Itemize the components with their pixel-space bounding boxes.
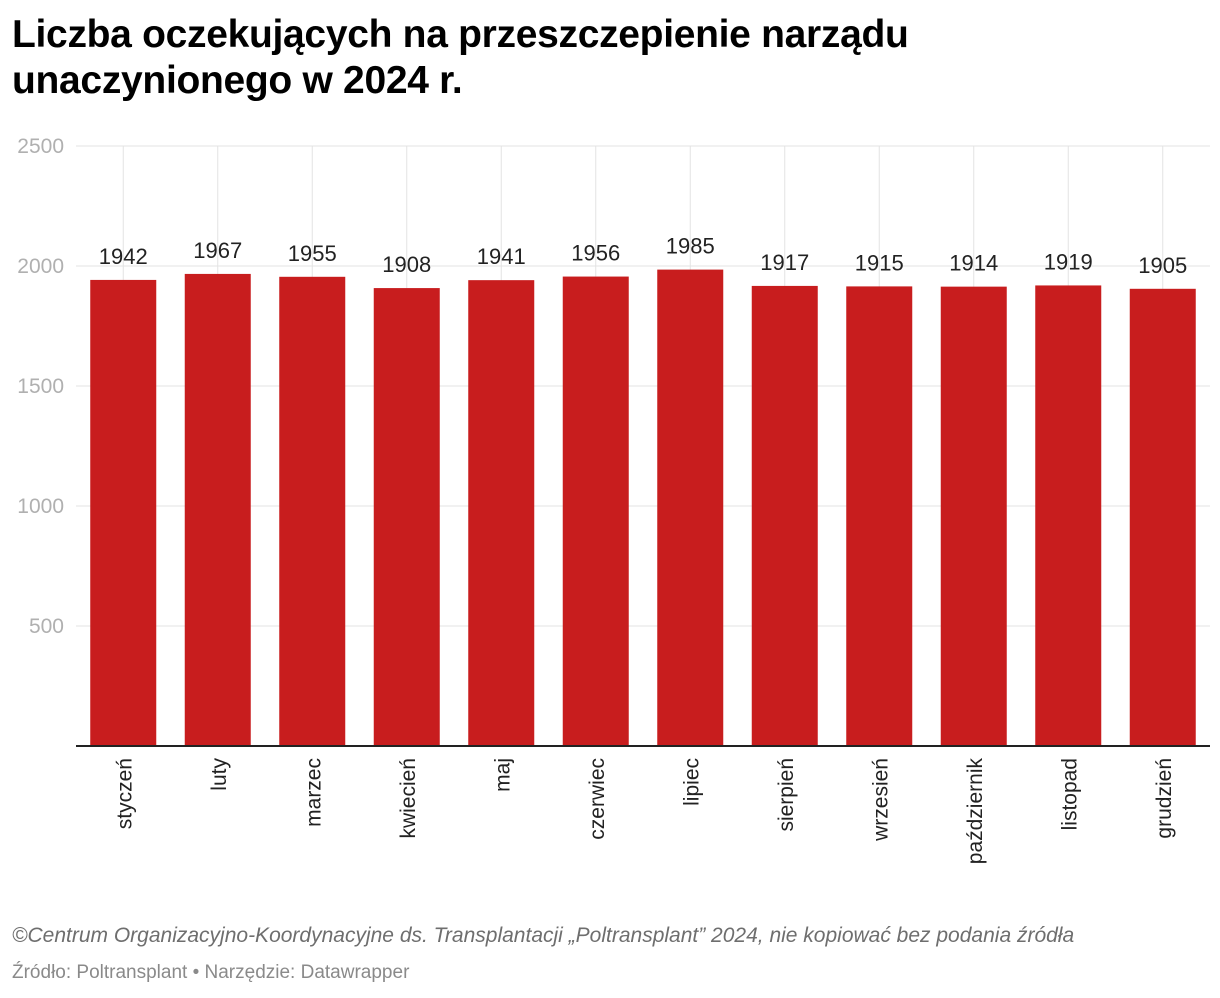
bar [846,286,913,746]
value-label: 1955 [288,241,337,266]
x-tick-label: maj [491,758,514,792]
x-tick-label: styczeń [113,758,136,829]
value-label: 1919 [1044,249,1093,274]
y-tick-label: 500 [29,615,64,638]
x-tick-label: sierpień [775,758,798,832]
y-axis: 500 1000 1500 2000 2500 [17,135,64,638]
x-tick-label: wrzesień [869,758,892,842]
y-tick-label: 1000 [17,495,64,518]
bar [279,276,346,746]
x-tick-label: luty [208,758,231,791]
bar [562,276,629,746]
value-label: 1941 [477,244,526,269]
value-label: 1956 [571,241,620,266]
x-tick-label: lipiec [680,758,703,806]
x-tick-label: kwiecień [397,758,420,839]
y-tick-label: 1500 [17,375,64,398]
bar [751,285,818,746]
copyright-note: ©Centrum Organizacyjno-Koordynacyjne ds.… [12,924,1075,947]
bars [90,269,1196,746]
x-axis: styczeń luty marzec kwiecień maj czerwiec lipi… [76,745,1210,865]
value-label: 1917 [760,250,809,275]
bar [468,280,535,746]
y-tick-label: 2000 [17,255,64,278]
value-label: 1914 [949,251,998,276]
value-label: 1908 [382,252,431,277]
x-tick-label: październik [964,758,987,865]
value-label: 1905 [1138,253,1187,278]
bar [657,269,724,746]
bar [373,288,440,746]
value-label: 1915 [855,250,904,275]
x-tick-label: czerwiec [586,758,609,840]
bar-chart: 500 1000 1500 2000 2500 1942 1967 1955 1908 1941… [17,135,1210,865]
value-label: 1967 [193,238,242,263]
bar [1129,288,1196,746]
bar [90,279,157,746]
bar [940,286,1007,746]
bar [1035,285,1102,746]
x-tick-label: marzec [302,758,325,827]
value-label: 1985 [666,234,715,259]
x-tick-label: listopad [1058,758,1081,830]
x-tick-label: grudzień [1153,758,1176,839]
source-note: Źródło: Poltransplant • Narzędzie: Dataw… [12,962,410,983]
bar [184,273,251,746]
value-label: 1942 [99,244,148,269]
value-labels: 1942 1967 1955 1908 1941 1956 1985 1917 1915 1914… [99,234,1187,278]
chart-title: Liczba oczekujących na przeszczepienie n… [12,13,909,102]
y-tick-label: 2500 [17,135,64,158]
